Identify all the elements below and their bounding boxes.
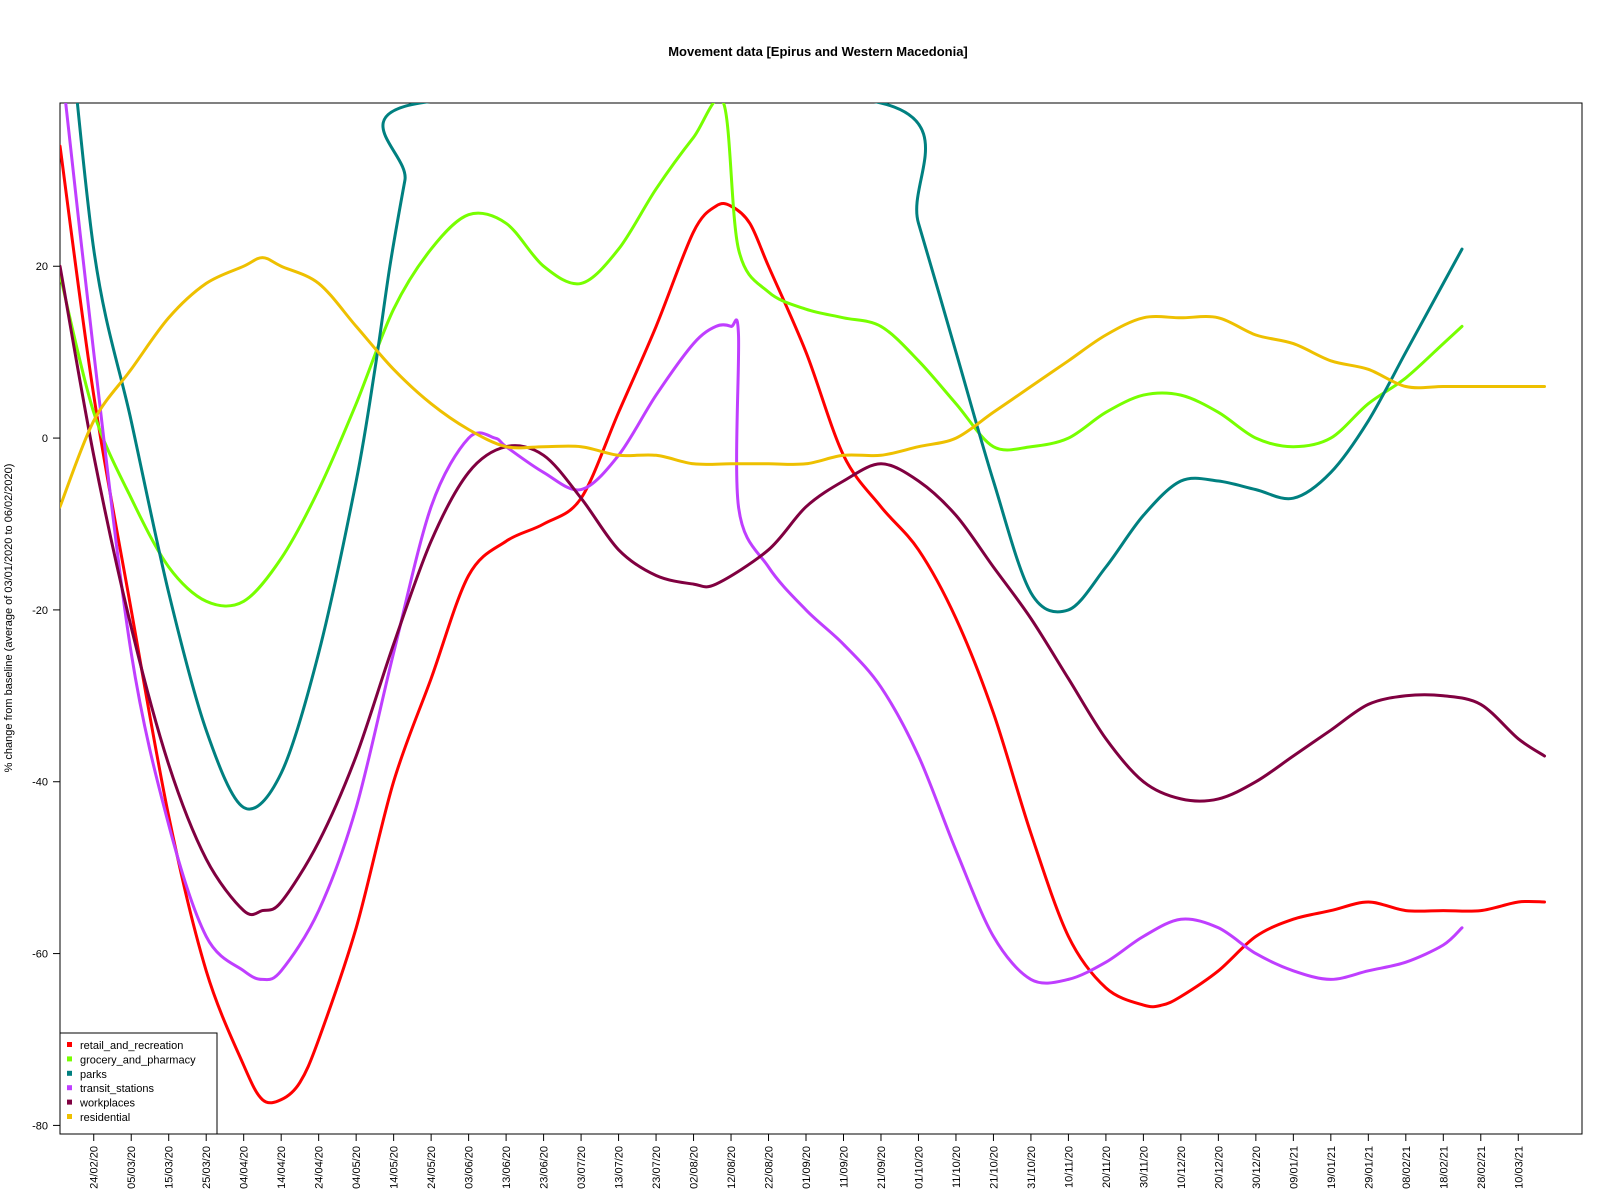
x-tick-label: 04/05/20 bbox=[351, 1146, 363, 1189]
x-tick-label: 30/12/20 bbox=[1251, 1146, 1263, 1189]
legend-swatch bbox=[67, 1056, 72, 1062]
y-tick-label: -60 bbox=[32, 949, 48, 961]
legend-swatch bbox=[67, 1042, 72, 1047]
x-tick-label: 09/01/21 bbox=[1288, 1146, 1300, 1189]
chart-title: Movement data [Epirus and Western Macedo… bbox=[668, 44, 968, 59]
x-tick-label: 23/07/20 bbox=[651, 1146, 663, 1189]
x-tick-label: 10/11/20 bbox=[1063, 1146, 1075, 1188]
legend-label: parks bbox=[80, 1069, 107, 1081]
x-axis: 24/02/20 05/03/20 15/03/20 25/03/20 04/04/20… bbox=[89, 1133, 1525, 1189]
y-axis-label: % change from baseline (average of 03/01… bbox=[3, 464, 15, 773]
series-line-workplaces bbox=[60, 264, 1546, 917]
legend-label: workplaces bbox=[79, 1098, 136, 1110]
y-tick-label: 20 bbox=[36, 261, 48, 273]
series-line-residential bbox=[60, 256, 1546, 509]
x-tick-label: 18/02/21 bbox=[1438, 1146, 1450, 1189]
x-tick-label: 20/11/20 bbox=[1101, 1146, 1113, 1188]
legend: retail_and_recreation grocery_and_pharmac… bbox=[59, 1032, 218, 1135]
x-tick-label: 11/09/20 bbox=[838, 1146, 850, 1188]
x-tick-label: 24/05/20 bbox=[426, 1146, 438, 1189]
legend-swatch bbox=[67, 1099, 72, 1105]
x-tick-label: 05/03/20 bbox=[126, 1146, 138, 1189]
series-line-parks bbox=[75, 103, 1464, 811]
legend-swatch bbox=[67, 1114, 72, 1119]
legend-label: grocery_and_pharmacy bbox=[80, 1054, 196, 1066]
x-tick-label: 30/11/20 bbox=[1138, 1146, 1150, 1188]
x-tick-label: 10/03/21 bbox=[1513, 1146, 1525, 1189]
y-tick-label: -40 bbox=[32, 777, 48, 789]
legend-label: transit_stations bbox=[80, 1083, 154, 1095]
y-tick-label: 0 bbox=[42, 433, 48, 445]
x-tick-label: 21/10/20 bbox=[988, 1146, 1000, 1189]
legend-swatch bbox=[67, 1085, 72, 1091]
x-tick-label: 31/10/20 bbox=[1026, 1146, 1038, 1189]
x-tick-label: 02/08/20 bbox=[689, 1146, 701, 1189]
x-tick-label: 10/12/20 bbox=[1176, 1146, 1188, 1189]
x-tick-label: 19/01/21 bbox=[1326, 1146, 1338, 1189]
series-line-retail-and-recreation bbox=[60, 144, 1546, 1105]
series-line-transit-stations bbox=[64, 103, 1464, 985]
x-tick-label: 15/03/20 bbox=[164, 1146, 176, 1189]
series-layer bbox=[60, 103, 1546, 1105]
x-tick-label: 13/07/20 bbox=[614, 1146, 626, 1189]
x-tick-label: 12/08/20 bbox=[726, 1146, 738, 1189]
x-tick-label: 24/02/20 bbox=[89, 1146, 101, 1189]
x-tick-label: 03/06/20 bbox=[464, 1146, 476, 1189]
x-tick-label: 01/09/20 bbox=[801, 1146, 813, 1189]
x-tick-label: 08/02/21 bbox=[1401, 1146, 1413, 1189]
legend-box bbox=[59, 1032, 218, 1135]
x-tick-label: 23/06/20 bbox=[539, 1146, 551, 1189]
plot-frame bbox=[59, 102, 1583, 1135]
x-tick-label: 01/10/20 bbox=[913, 1146, 925, 1189]
x-tick-label: 11/10/20 bbox=[951, 1146, 963, 1188]
legend-label: residential bbox=[80, 1112, 130, 1124]
x-tick-label: 14/04/20 bbox=[276, 1146, 288, 1189]
x-tick-label: 13/06/20 bbox=[501, 1146, 513, 1189]
x-tick-label: 21/09/20 bbox=[876, 1146, 888, 1189]
y-tick-label: -80 bbox=[32, 1120, 48, 1132]
legend-items: retail_and_recreation grocery_and_pharmac… bbox=[67, 1040, 196, 1124]
x-tick-label: 22/08/20 bbox=[764, 1146, 776, 1189]
x-tick-label: 29/01/21 bbox=[1363, 1146, 1375, 1189]
series-line-grocery-and-pharmacy bbox=[60, 103, 1464, 608]
x-tick-label: 28/02/21 bbox=[1476, 1146, 1488, 1189]
y-tick-label: -20 bbox=[32, 605, 48, 617]
legend-label: retail_and_recreation bbox=[80, 1040, 183, 1052]
x-tick-label: 14/05/20 bbox=[389, 1146, 401, 1189]
x-tick-label: 04/04/20 bbox=[239, 1146, 251, 1189]
x-tick-label: 20/12/20 bbox=[1213, 1146, 1225, 1189]
legend-swatch bbox=[67, 1070, 72, 1076]
x-tick-label: 03/07/20 bbox=[576, 1146, 588, 1189]
y-axis: 20 0 -20 -40 -60 -80 bbox=[32, 261, 61, 1132]
x-tick-label: 24/04/20 bbox=[314, 1146, 326, 1189]
x-tick-label: 25/03/20 bbox=[201, 1146, 213, 1189]
